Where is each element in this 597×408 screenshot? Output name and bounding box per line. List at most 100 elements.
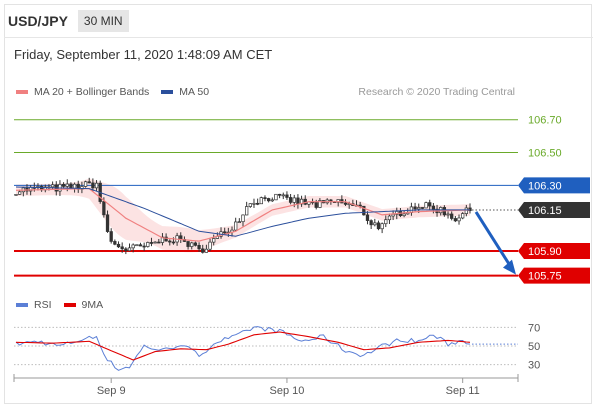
candle-body [204, 248, 209, 253]
candle-body [376, 222, 381, 230]
level-label-105.75: 105.75 [528, 271, 562, 283]
level-label-106.50: 106.50 [528, 148, 562, 160]
x-tick-label: Sep 10 [269, 385, 304, 397]
ma9-swatch [63, 303, 76, 307]
candle-body [69, 183, 73, 189]
candle-body [138, 244, 143, 247]
candle-body [94, 182, 99, 189]
candle-body [457, 217, 461, 222]
candle-body [91, 182, 95, 189]
candle-body [223, 231, 227, 234]
candle-body [234, 221, 238, 231]
candle-body [365, 214, 370, 221]
candle-body [109, 231, 113, 242]
candle-body [190, 242, 194, 247]
ma50-legend-label: MA 50 [179, 86, 210, 98]
candle-body [212, 238, 216, 243]
candle-body [270, 199, 274, 202]
ma20-legend-label: MA 20 + Bollinger Bands [34, 86, 150, 98]
candle-body [292, 197, 296, 203]
candle-body [296, 197, 300, 205]
timestamp: Friday, September 11, 2020 1:48:09 AM CE… [14, 47, 273, 62]
level-tag-106.15: 106.15 [518, 201, 590, 218]
candle-body [391, 214, 395, 217]
candle-body [420, 207, 425, 209]
ma20-line [15, 187, 471, 242]
candle-body [413, 206, 417, 210]
candle-body [113, 241, 117, 245]
candle-body [131, 244, 135, 249]
candle-body [424, 202, 428, 209]
candle-body [208, 241, 212, 250]
candle-body [303, 198, 307, 205]
timeframe-badge[interactable]: 30 MIN [77, 10, 129, 32]
candle-body [61, 183, 66, 187]
candle-body [248, 203, 252, 207]
candle-body [450, 213, 454, 219]
candle-body [65, 183, 69, 187]
candle-body [171, 241, 176, 244]
level-label-106.30: 106.30 [528, 180, 562, 192]
candle-body [237, 221, 241, 224]
candle-body [387, 215, 392, 221]
ma20-swatch [16, 90, 28, 94]
candle-body [446, 213, 450, 216]
candle-body [102, 201, 106, 216]
header-divider [4, 37, 593, 38]
candle-body [50, 184, 55, 188]
candle-body [428, 202, 432, 207]
candle-body [14, 194, 18, 196]
ma50-line [15, 186, 470, 237]
candle-body [266, 198, 271, 202]
candle-body [343, 202, 348, 205]
candle-body [193, 242, 198, 246]
rsi-swatch [16, 303, 28, 307]
candle-body [197, 245, 201, 250]
candle-body [336, 199, 340, 203]
candle-body [384, 219, 388, 225]
rsi-tick-50: 50 [528, 341, 540, 353]
x-tick-label: Sep 11 [446, 385, 480, 397]
candle-body [252, 202, 256, 205]
candle-body [153, 241, 157, 244]
rsi-legend-label: RSI [34, 299, 52, 311]
candle-body [461, 213, 465, 219]
candle-body [277, 193, 282, 196]
candle-body [468, 207, 472, 212]
level-tag-shape [518, 267, 590, 284]
candle-body [127, 247, 132, 252]
candle-body [146, 242, 150, 247]
candle-body [380, 223, 384, 230]
candle-body [255, 202, 260, 205]
candle-body [142, 245, 146, 248]
ma50-swatch [161, 90, 174, 94]
level-label-106.70: 106.70 [528, 115, 562, 127]
candle-body [314, 202, 318, 208]
candle-body [274, 193, 278, 201]
candle-body [18, 191, 22, 195]
candle-body [105, 214, 110, 232]
instrument-title: USD/JPY [8, 13, 68, 29]
candle-body [124, 248, 128, 252]
candle-body [120, 246, 124, 250]
candle-body [288, 197, 293, 203]
level-label-106.15: 106.15 [528, 205, 562, 217]
candle-body [160, 236, 165, 243]
candle-body [464, 207, 468, 214]
rsi-tick-70: 70 [528, 322, 540, 334]
candle-body [263, 197, 267, 199]
candle-body [186, 241, 190, 247]
candle-body [168, 240, 172, 243]
chart-header: USD/JPY 30 MIN [8, 10, 129, 32]
price-legend: MA 20 + Bollinger Bands MA 50 [16, 86, 209, 98]
bollinger-band [16, 178, 470, 253]
candle-body [201, 248, 205, 253]
level-tag-shape [518, 177, 590, 194]
level-tag-shape [518, 242, 590, 259]
candle-body [116, 243, 121, 248]
rsi-legend: RSI 9MA [16, 299, 103, 311]
candle-body [402, 213, 406, 217]
candle-body [135, 244, 139, 247]
candle-body [259, 197, 263, 205]
